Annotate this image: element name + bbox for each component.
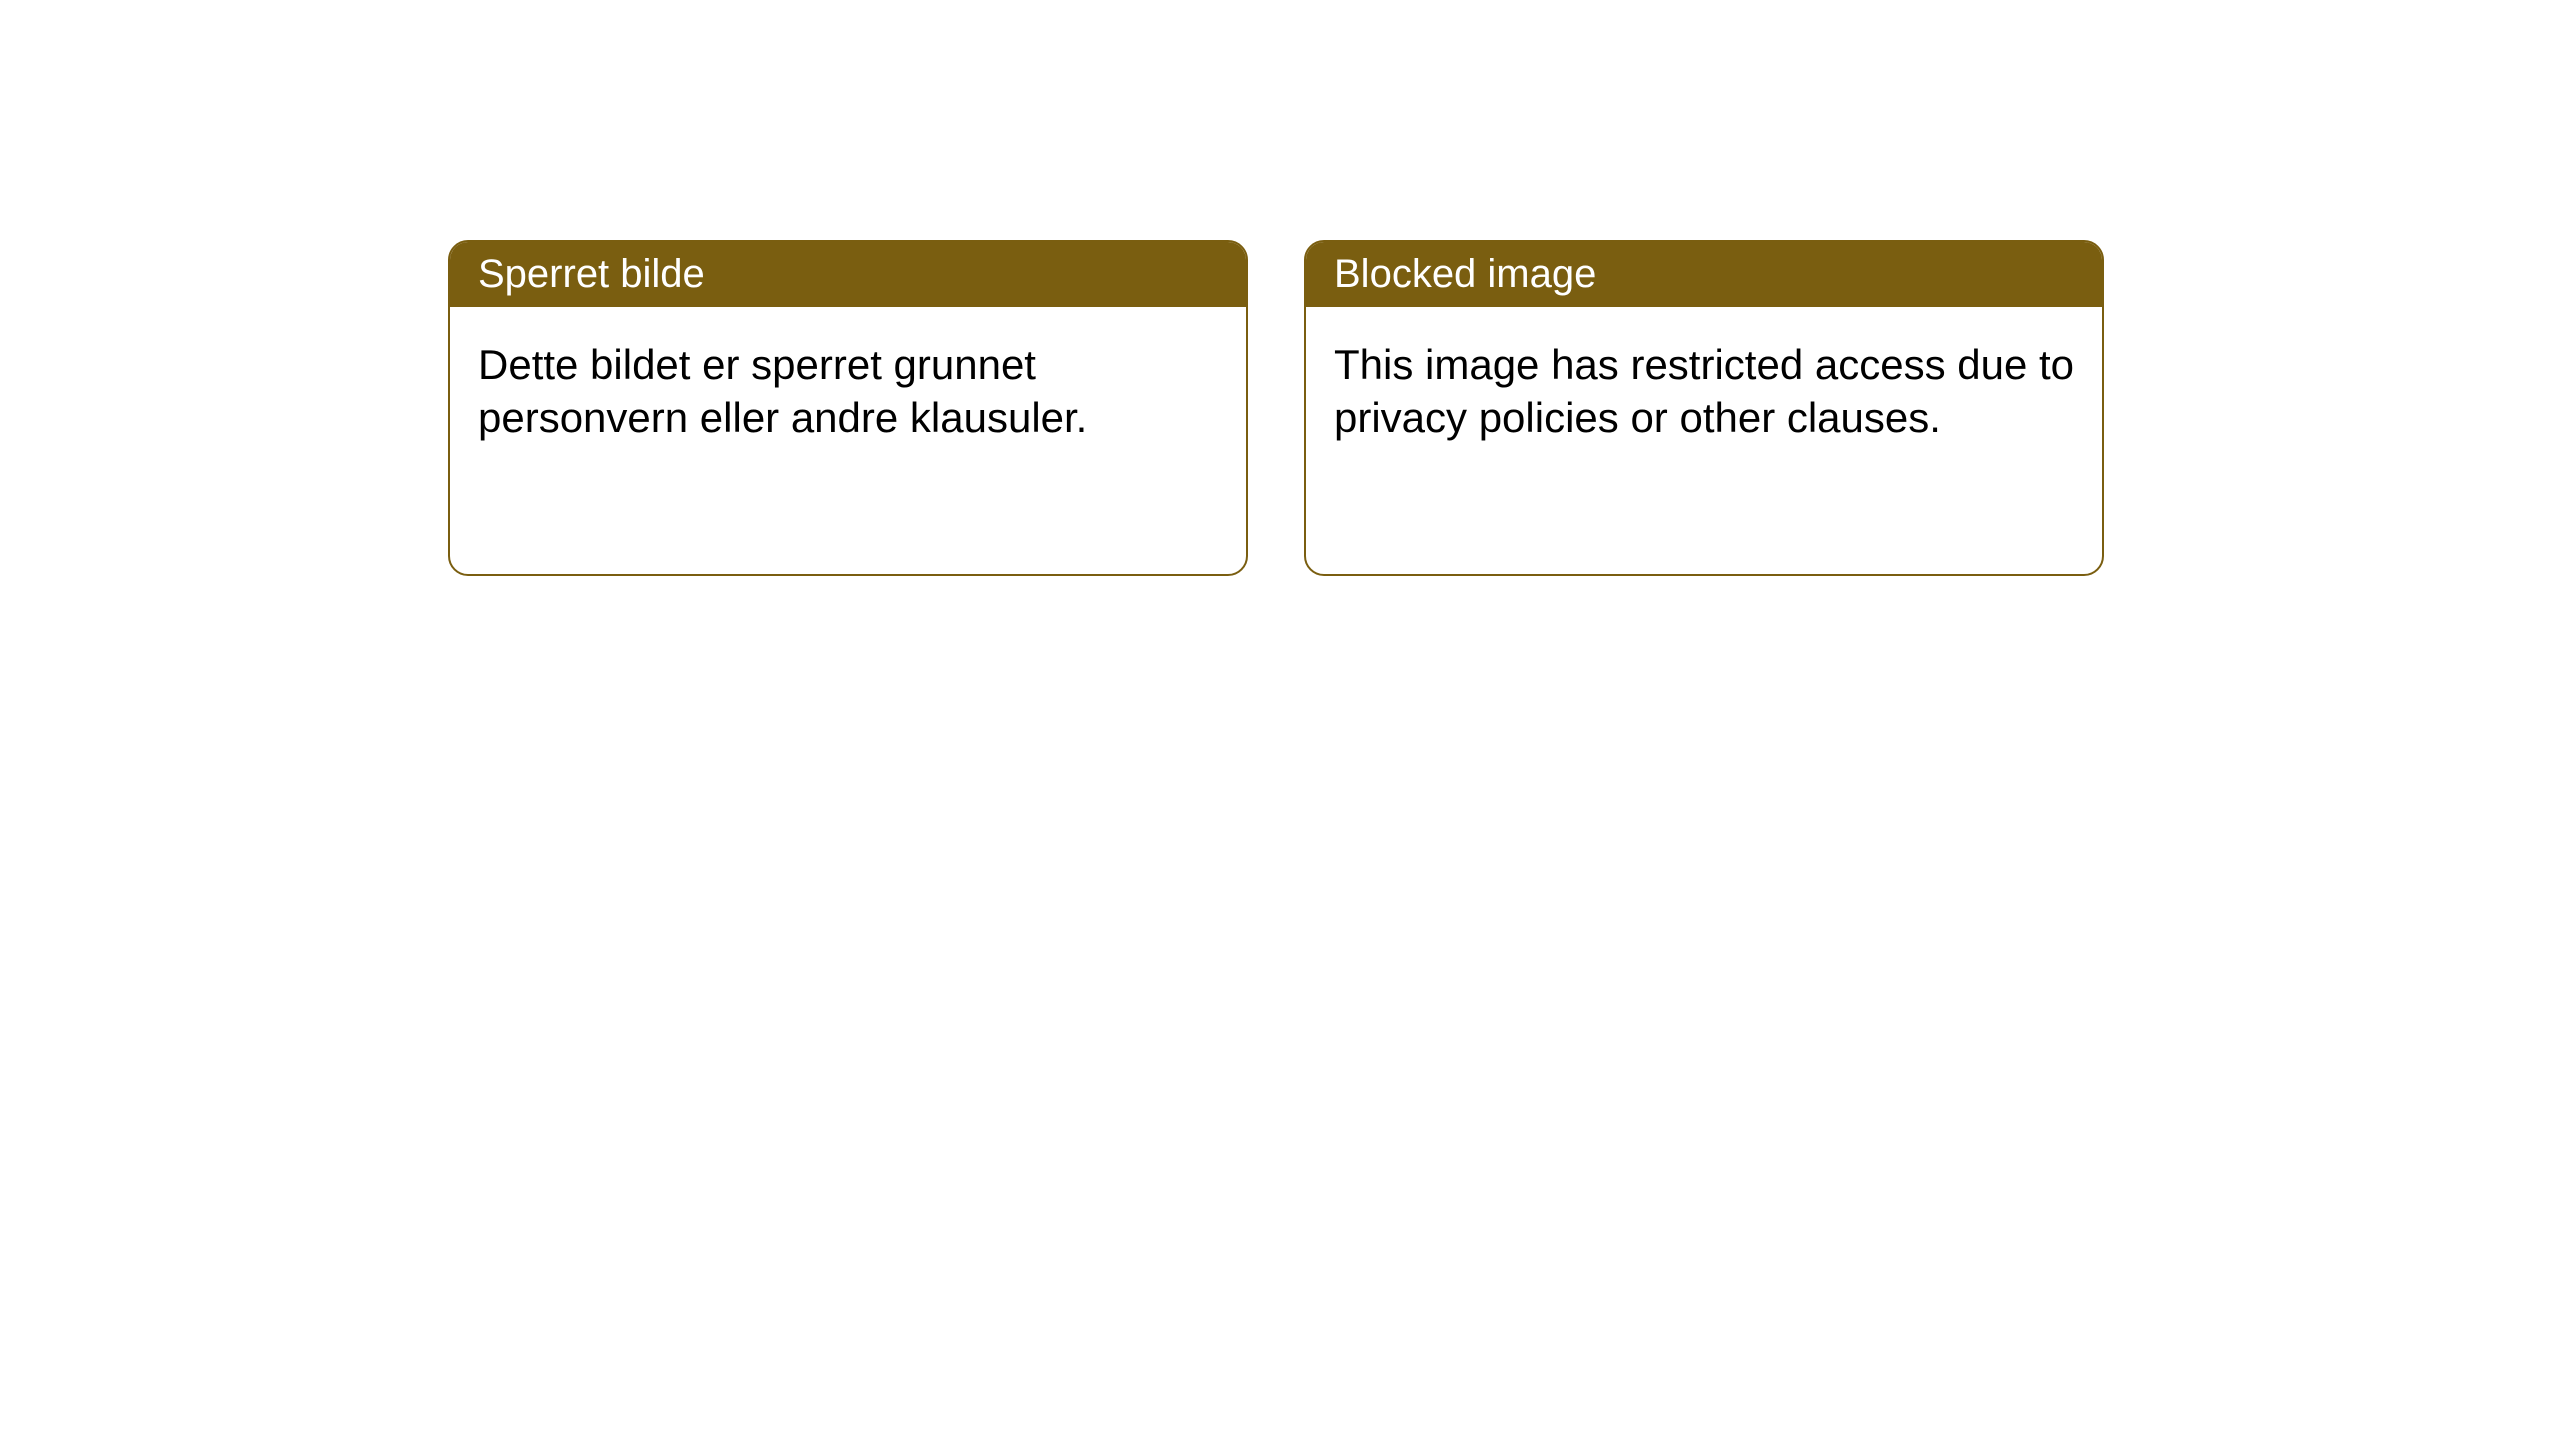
notice-card-body: This image has restricted access due to …: [1306, 307, 2102, 476]
notice-card-norwegian: Sperret bilde Dette bildet er sperret gr…: [448, 240, 1248, 576]
notice-card-body: Dette bildet er sperret grunnet personve…: [450, 307, 1246, 476]
notice-card-english: Blocked image This image has restricted …: [1304, 240, 2104, 576]
notice-card-title: Sperret bilde: [450, 242, 1246, 307]
notice-card-title: Blocked image: [1306, 242, 2102, 307]
notice-cards-container: Sperret bilde Dette bildet er sperret gr…: [448, 240, 2104, 576]
